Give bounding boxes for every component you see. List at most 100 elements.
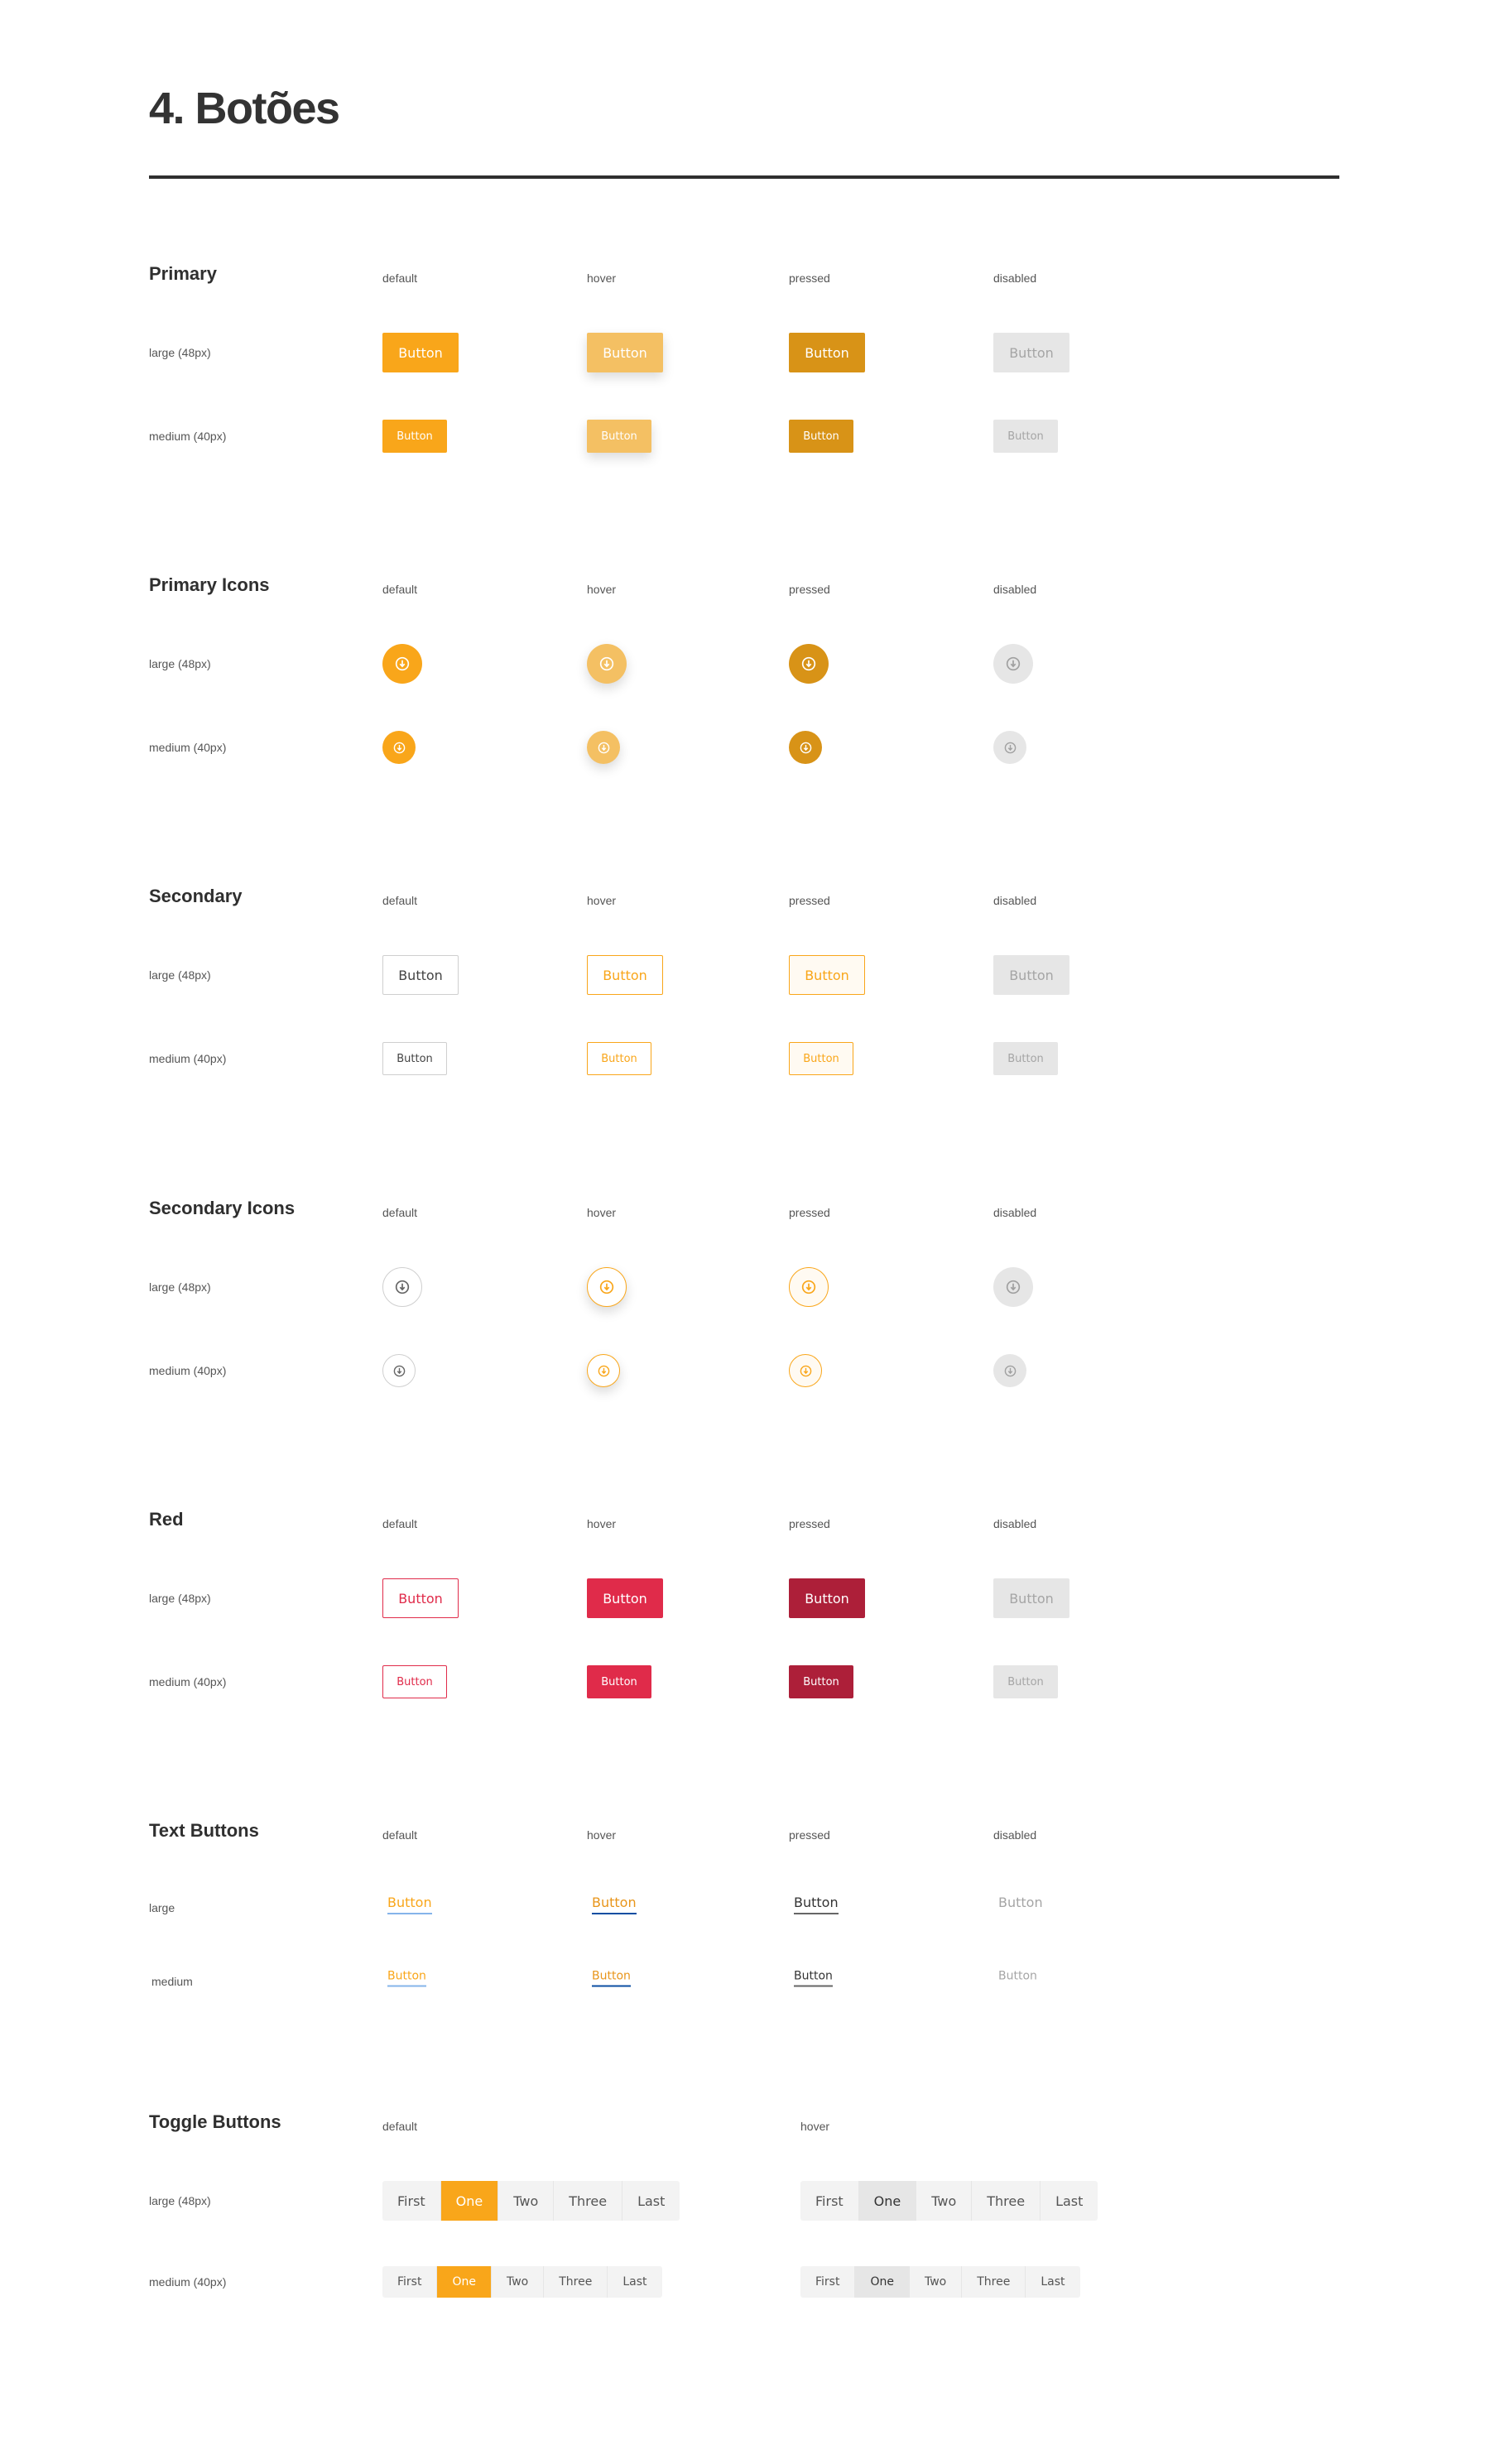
download-icon bbox=[1004, 742, 1017, 754]
red-disabled-button[interactable]: Button bbox=[993, 1665, 1058, 1698]
toggle-option-two[interactable]: Two bbox=[916, 2181, 973, 2221]
row-label: large (48px) bbox=[149, 1280, 211, 1294]
toggle-group-default: First One Two Three Last bbox=[382, 2266, 662, 2298]
red-default-button[interactable]: Button bbox=[382, 1578, 459, 1618]
primary-disabled-button[interactable]: Button bbox=[993, 333, 1069, 372]
download-icon bbox=[1006, 1280, 1021, 1294]
toggle-option-one[interactable]: One bbox=[855, 2266, 910, 2298]
toggle-option-one[interactable]: One bbox=[858, 2181, 917, 2221]
state-label: default bbox=[382, 894, 418, 907]
red-hover-button[interactable]: Button bbox=[587, 1665, 651, 1698]
secondary-pressed-button[interactable]: Button bbox=[789, 1042, 853, 1075]
secondary-icons-hover-button[interactable] bbox=[587, 1354, 620, 1387]
secondary-disabled-button[interactable]: Button bbox=[993, 1042, 1058, 1075]
red-default-button[interactable]: Button bbox=[382, 1665, 447, 1698]
toggle-option-last[interactable]: Last bbox=[1055, 2193, 1084, 2209]
state-label: disabled bbox=[993, 894, 1037, 907]
state-label: disabled bbox=[993, 1828, 1037, 1842]
state-label: hover bbox=[587, 583, 617, 596]
secondary-icons-pressed-button[interactable] bbox=[789, 1354, 822, 1387]
toggle-option-last[interactable]: Last bbox=[622, 2275, 647, 2289]
state-label: default bbox=[382, 271, 418, 285]
secondary-default-button[interactable]: Button bbox=[382, 955, 459, 995]
toggle-option-three[interactable]: Three bbox=[972, 2181, 1041, 2221]
toggle-option-three[interactable]: Three bbox=[554, 2181, 623, 2221]
secondary-icons-hover-button[interactable] bbox=[587, 1267, 627, 1307]
row-label: medium (40px) bbox=[149, 430, 227, 443]
state-label: default bbox=[382, 2120, 418, 2133]
secondary-icons-pressed-button[interactable] bbox=[789, 1267, 829, 1307]
toggle-option-two[interactable]: Two bbox=[910, 2266, 963, 2298]
section-title-primary: Primary bbox=[149, 263, 217, 284]
state-label: default bbox=[382, 1517, 418, 1530]
download-icon bbox=[393, 1365, 406, 1377]
toggle-option-last[interactable]: Last bbox=[1041, 2275, 1065, 2289]
row-label: medium (40px) bbox=[149, 741, 227, 754]
primary-disabled-button[interactable]: Button bbox=[993, 420, 1058, 453]
red-disabled-button[interactable]: Button bbox=[993, 1578, 1069, 1618]
text-default-button[interactable]: Button bbox=[387, 1895, 432, 1914]
primary-default-button[interactable]: Button bbox=[382, 333, 459, 372]
secondary-icons-default-button[interactable] bbox=[382, 1267, 422, 1307]
secondary-hover-button[interactable]: Button bbox=[587, 1042, 651, 1075]
primary-icons-disabled-button[interactable] bbox=[993, 644, 1033, 684]
section-title-toggle: Toggle Buttons bbox=[149, 2111, 281, 2132]
primary-pressed-button[interactable]: Button bbox=[789, 333, 865, 372]
red-pressed-button[interactable]: Button bbox=[789, 1665, 853, 1698]
toggle-option-three[interactable]: Three bbox=[544, 2266, 608, 2298]
toggle-option-first[interactable]: First bbox=[382, 2266, 438, 2298]
state-label: default bbox=[382, 583, 418, 596]
secondary-icons-disabled-button[interactable] bbox=[993, 1354, 1026, 1387]
primary-icons-default-button[interactable] bbox=[382, 731, 416, 764]
state-label: disabled bbox=[993, 1206, 1037, 1219]
row-label: large bbox=[149, 1901, 175, 1914]
text-disabled-button[interactable]: Button bbox=[998, 1895, 1043, 1910]
primary-icons-hover-button[interactable] bbox=[587, 644, 627, 684]
download-icon bbox=[801, 1280, 816, 1294]
text-pressed-button[interactable]: Button bbox=[794, 1895, 839, 1914]
toggle-option-last[interactable]: Last bbox=[637, 2193, 666, 2209]
primary-pressed-button[interactable]: Button bbox=[789, 420, 853, 453]
primary-icons-hover-button[interactable] bbox=[587, 731, 620, 764]
primary-hover-button[interactable]: Button bbox=[587, 420, 651, 453]
secondary-icons-disabled-button[interactable] bbox=[993, 1267, 1033, 1307]
text-hover-button[interactable]: Button bbox=[592, 1970, 631, 1987]
red-pressed-button[interactable]: Button bbox=[789, 1578, 865, 1618]
toggle-group-hover: First One Two Three Last bbox=[800, 2266, 1080, 2298]
text-hover-button[interactable]: Button bbox=[592, 1895, 637, 1914]
primary-default-button[interactable]: Button bbox=[382, 420, 447, 453]
secondary-default-button[interactable]: Button bbox=[382, 1042, 447, 1075]
red-hover-button[interactable]: Button bbox=[587, 1578, 663, 1618]
secondary-pressed-button[interactable]: Button bbox=[789, 955, 865, 995]
download-icon bbox=[599, 656, 614, 671]
download-icon bbox=[395, 1280, 410, 1294]
download-icon bbox=[1006, 656, 1021, 671]
primary-icons-pressed-button[interactable] bbox=[789, 644, 829, 684]
toggle-option-two[interactable]: Two bbox=[498, 2181, 555, 2221]
toggle-option-one[interactable]: One bbox=[440, 2181, 499, 2221]
row-label: medium (40px) bbox=[149, 1675, 227, 1688]
download-icon bbox=[800, 742, 812, 754]
row-label: medium bbox=[151, 1975, 193, 1988]
state-label: pressed bbox=[789, 1206, 830, 1219]
toggle-option-two[interactable]: Two bbox=[492, 2266, 545, 2298]
primary-icons-default-button[interactable] bbox=[382, 644, 422, 684]
text-pressed-button[interactable]: Button bbox=[794, 1970, 833, 1987]
primary-icons-pressed-button[interactable] bbox=[789, 731, 822, 764]
state-label: default bbox=[382, 1206, 418, 1219]
toggle-option-one[interactable]: One bbox=[437, 2266, 492, 2298]
secondary-icons-default-button[interactable] bbox=[382, 1354, 416, 1387]
toggle-option-first[interactable]: First bbox=[800, 2266, 856, 2298]
download-icon bbox=[395, 656, 410, 671]
section-title-text: Text Buttons bbox=[149, 1820, 259, 1841]
text-default-button[interactable]: Button bbox=[387, 1970, 426, 1987]
text-disabled-button[interactable]: Button bbox=[998, 1969, 1037, 1983]
primary-hover-button[interactable]: Button bbox=[587, 333, 663, 372]
row-label: large (48px) bbox=[149, 346, 211, 359]
toggle-option-first[interactable]: First bbox=[800, 2181, 859, 2221]
secondary-hover-button[interactable]: Button bbox=[587, 955, 663, 995]
primary-icons-disabled-button[interactable] bbox=[993, 731, 1026, 764]
secondary-disabled-button[interactable]: Button bbox=[993, 955, 1069, 995]
toggle-option-three[interactable]: Three bbox=[962, 2266, 1026, 2298]
toggle-option-first[interactable]: First bbox=[382, 2181, 441, 2221]
